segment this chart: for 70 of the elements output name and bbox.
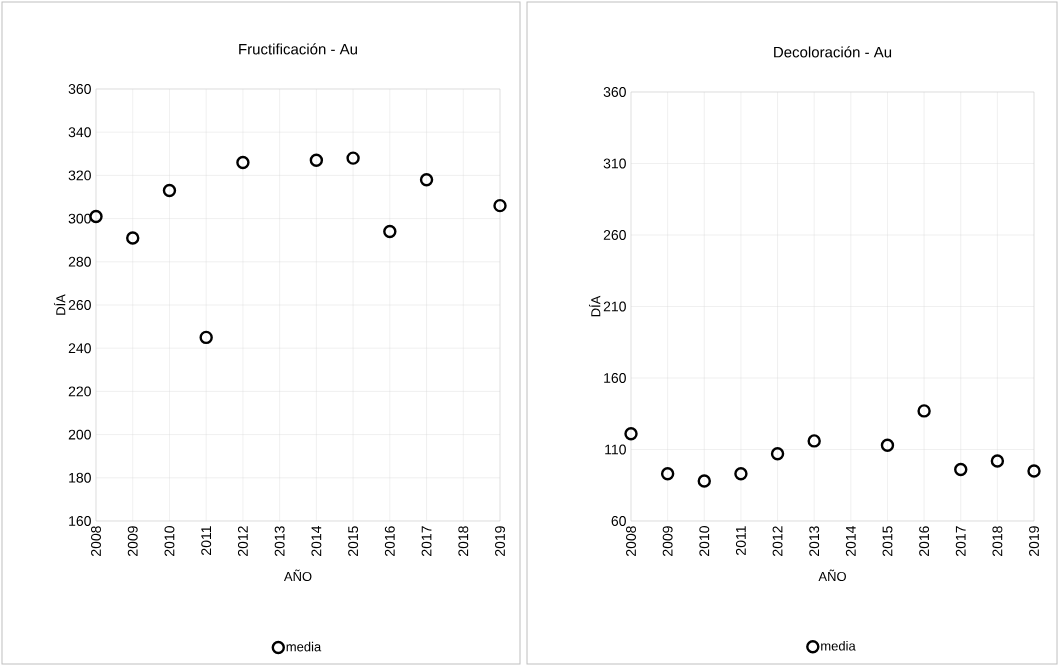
x-tick-label: 2017 (955, 526, 966, 556)
point (624, 427, 638, 441)
y-tick-label: 320 (68, 170, 91, 181)
x-tick-label: 2009 (127, 526, 138, 556)
x-tick-label: 2016 (919, 526, 930, 556)
point (493, 198, 507, 213)
y-tick-label: 160 (69, 516, 91, 526)
y-tick-label: 260 (68, 300, 91, 310)
point (697, 474, 711, 488)
point (807, 434, 821, 448)
x-tick-label: 2018 (992, 526, 1003, 556)
point (309, 153, 324, 167)
x-tick-label: 2014 (845, 525, 856, 556)
x-tick-label: 2009 (662, 526, 673, 556)
point (734, 467, 748, 481)
point (954, 462, 968, 477)
y-tick-label: 260 (603, 230, 626, 240)
chart-title: Fructificación - Au (239, 43, 357, 55)
x-tick-label: 2016 (384, 526, 395, 556)
x-tick-label: 2011 (201, 526, 212, 555)
x-tick-label: 2018 (458, 526, 469, 556)
y-tick-label: 280 (68, 256, 91, 267)
y-tick-label: 360 (68, 84, 91, 94)
y-tick-label: 360 (603, 87, 626, 97)
point (383, 224, 397, 239)
point (346, 151, 360, 165)
x-tick-label: 2010 (699, 526, 710, 556)
x-tick-label: 2013 (274, 526, 285, 556)
x-tick-label: 2013 (809, 526, 820, 556)
x-tick-label: 2008 (91, 526, 101, 556)
y-tick-label: 300 (68, 213, 91, 224)
y-tick-label: 180 (69, 472, 91, 483)
y-axis-title: DÍA (588, 295, 601, 317)
x-axis-title: AÑO (283, 569, 312, 582)
point (126, 231, 140, 245)
x-tick-label: 2015 (882, 526, 893, 556)
point (917, 404, 931, 418)
point (990, 454, 1005, 468)
chart-title: Decoloración - Au (774, 46, 892, 58)
x-tick-label: 2008 (626, 526, 636, 556)
point (199, 330, 213, 345)
x-tick-label: 2015 (348, 526, 359, 556)
y-tick-label: 110 (605, 444, 626, 455)
x-tick-label: 2010 (164, 526, 175, 556)
x-tick-label: 2014 (311, 525, 322, 556)
x-tick-label: 2017 (421, 526, 432, 556)
point (660, 467, 675, 481)
point (419, 173, 434, 187)
x-tick-label: 2012 (237, 526, 248, 556)
y-tick-label: 310 (603, 158, 626, 169)
y-tick-label: 340 (68, 127, 91, 138)
y-tick-label: 60 (611, 516, 626, 526)
point (880, 438, 895, 452)
legend-label: media (821, 641, 856, 651)
x-tick-label: 2011 (735, 526, 746, 555)
point (770, 447, 785, 461)
legend-label: media (286, 641, 322, 652)
x-tick-label: 2019 (495, 526, 505, 556)
y-axis-title: DÍA (53, 294, 66, 315)
x-tick-label: 2019 (1029, 526, 1039, 556)
point (1027, 464, 1041, 478)
y-tick-label: 220 (68, 386, 91, 397)
point (236, 155, 250, 170)
x-axis-title: AÑO (818, 569, 846, 582)
y-tick-label: 160 (604, 373, 626, 383)
x-tick-label: 2012 (772, 526, 783, 556)
y-tick-label: 240 (68, 343, 91, 354)
point (162, 183, 177, 198)
y-tick-label: 210 (603, 301, 626, 312)
y-tick-label: 200 (68, 429, 91, 440)
